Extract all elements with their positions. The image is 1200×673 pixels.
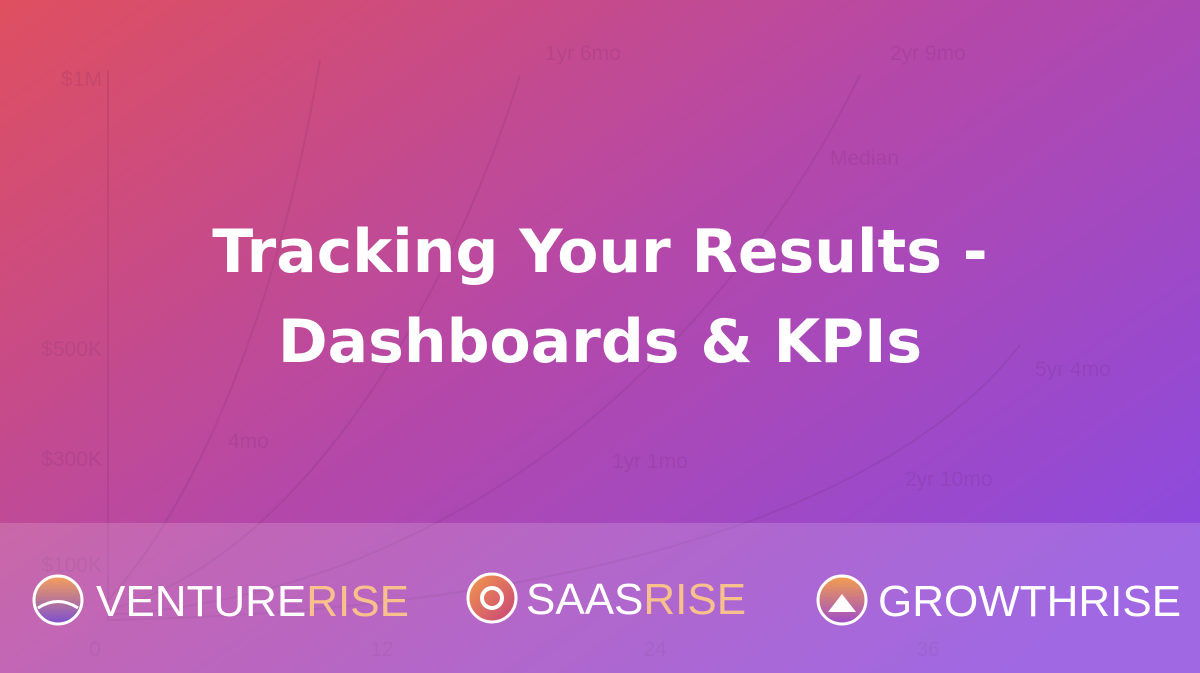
growthrise-logo: GROWTHRISE bbox=[816, 574, 1181, 626]
background-chart-text: $1M $500K $300K $100K 0 12 24 36 1yr 6mo 2yr 9mo M… bbox=[41, 42, 1111, 661]
annotation: 4mo bbox=[228, 430, 269, 453]
y-axis-label: $1M bbox=[61, 68, 102, 91]
annotation: Median bbox=[830, 147, 899, 170]
brand-name-part: SAAS bbox=[526, 575, 643, 624]
brand-name-part: VENTURE bbox=[96, 577, 306, 626]
brand-accent: RISE bbox=[643, 575, 746, 624]
x-axis-label: 0 bbox=[89, 638, 101, 661]
x-axis-label: 36 bbox=[916, 638, 939, 661]
annotation: 2yr 10mo bbox=[905, 468, 993, 491]
title-line: Tracking Your Results - bbox=[212, 217, 987, 287]
y-axis-label: $100K bbox=[41, 554, 102, 577]
background-curves bbox=[107, 59, 1021, 621]
brand-name: VENTURERISE bbox=[96, 577, 409, 626]
x-axis-label: 24 bbox=[643, 638, 667, 661]
title-line: Dashboards & KPIs bbox=[278, 307, 922, 377]
annotation: 1yr 6mo bbox=[545, 42, 621, 65]
annotation: 2yr 9mo bbox=[890, 42, 966, 65]
brand-name: SAASRISE bbox=[526, 575, 746, 624]
brand-bar bbox=[0, 523, 1200, 673]
brand-name: GROWTHRISE bbox=[878, 577, 1181, 626]
y-axis-label: $500K bbox=[41, 338, 102, 361]
venturerise-logo: VENTURERISE bbox=[32, 574, 409, 626]
x-axis-label: 12 bbox=[370, 638, 393, 661]
y-axis-label: $300K bbox=[41, 448, 102, 471]
saasrise-logo: SAASRISE bbox=[466, 572, 746, 624]
brand-accent: RISE bbox=[306, 577, 409, 626]
annotation: 5yr 4mo bbox=[1035, 358, 1111, 381]
annotation: 1yr 1mo bbox=[612, 450, 688, 473]
